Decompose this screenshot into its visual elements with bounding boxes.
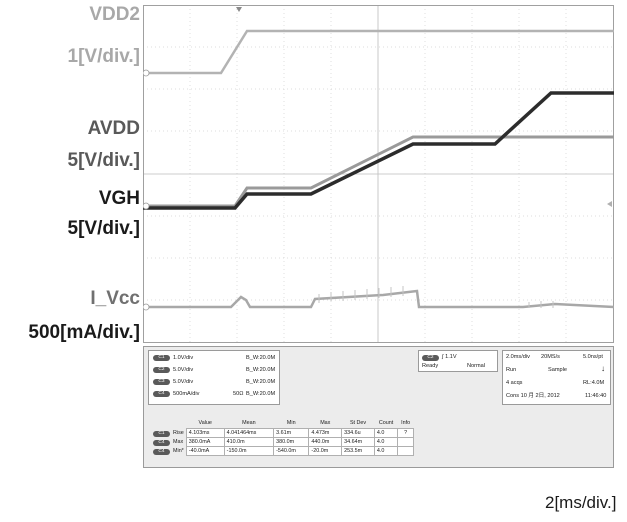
trigger-position-marker[interactable]: [236, 7, 242, 12]
record-length: RL:4.0M: [583, 380, 605, 386]
channel-settings-box: C1 1.0V/div B_W:20.0M C2 5.0V/div B_W:20…: [148, 350, 280, 405]
graticule-center: [143, 5, 614, 343]
channel-badge[interactable]: C4: [153, 390, 170, 397]
header-cell: Value: [198, 419, 212, 426]
meas-mean: 410.0m: [223, 437, 275, 447]
meas-source-badge: C4: [153, 449, 170, 455]
meas-max: 440.0m: [308, 437, 343, 447]
meas-max: -20.0m: [308, 446, 343, 456]
vgh-label: VGH: [98, 188, 140, 209]
ivcc-scale-label: 500[mA/div.]: [28, 322, 140, 343]
ivcc-noise: [318, 286, 554, 308]
meas-name: Rise: [173, 430, 184, 436]
meas-count: 4.0: [373, 446, 399, 456]
trigger-box[interactable]: C2 ∫ 1.1V Ready Normal: [418, 350, 498, 372]
meas-source-badge: C1: [153, 431, 170, 437]
channel-scale: 500mA/div: [173, 390, 200, 397]
vgh-trace: [143, 91, 614, 210]
channel-bandwidth: B_W:20.0M: [246, 354, 276, 361]
meas-count: 4.0: [373, 437, 399, 447]
header-cell: Count: [378, 419, 394, 426]
channel-scale: 5.0V/div: [173, 366, 194, 373]
avdd-trace: [143, 135, 614, 208]
ivcc-trace: [143, 289, 614, 309]
trigger-status: Ready: [422, 363, 439, 369]
header-cell: [151, 417, 186, 429]
meas-min: -540.0m: [273, 446, 310, 456]
channel-badge[interactable]: C3: [153, 378, 170, 385]
vdd2-label: VDD2: [89, 4, 140, 25]
time: 11:46:40: [585, 393, 607, 399]
meas-stdev: 34.64m: [341, 437, 375, 447]
meas-min: 3.61m: [273, 428, 310, 438]
table-row[interactable]: C4 Min* -40.0mA -150.0m -540.0m -20.0m 25…: [151, 446, 414, 456]
single-seq-icon: ↓: [601, 364, 605, 373]
meas-stdev: 334.6u: [341, 428, 375, 438]
channel-impedance: 50Ω: [233, 390, 244, 397]
rising-edge-icon: ∫: [442, 354, 444, 360]
measurement-table[interactable]: Value Mean Min Max St Dev Count Info C1 R…: [151, 417, 414, 461]
meas-name: Max: [173, 439, 184, 445]
meas-stdev: 253.5m: [341, 446, 375, 456]
meas-value: 380.0mA: [185, 437, 225, 447]
trigger-level-marker[interactable]: [607, 201, 612, 207]
channel-badge[interactable]: C1: [153, 354, 170, 361]
vgh-scale-label: 5[V/div.]: [67, 218, 141, 239]
header-cell: St Dev: [349, 419, 367, 426]
meas-min: 380.0m: [273, 437, 310, 447]
meas-mean: 4.041464ms: [223, 428, 275, 438]
meas-max: 4.473m: [308, 428, 343, 438]
channel-row-c3[interactable]: C3 5.0V/div B_W:20.0M: [153, 377, 275, 386]
run-label: Run: [506, 367, 517, 373]
meas-source-badge: C4: [153, 440, 170, 446]
header-cell: Min: [286, 419, 296, 426]
meas-count: 4.0: [373, 428, 399, 438]
channel-scale: 5.0V/div: [173, 378, 194, 385]
vdd2-scale-label: 1[V/div.]: [67, 46, 141, 67]
meas-info: [397, 446, 414, 456]
channel-row-c4[interactable]: C4 500mA/div 50Ω B_W:20.0M: [153, 389, 275, 398]
status-panel: C1 1.0V/div B_W:20.0M C2 5.0V/div B_W:20…: [143, 346, 614, 468]
meas-mean: -150.0m: [223, 446, 275, 456]
vdd2-trace: [143, 29, 614, 75]
points-per-div: 5.0ns/pt: [583, 354, 603, 360]
header-cell: Mean: [242, 419, 256, 426]
acquisition-box[interactable]: 2.0ms/div 20MS/s 5.0ns/pt Run Sample ↓ 4…: [502, 350, 611, 405]
table-row[interactable]: C4 Max 380.0mA 410.0m 380.0m 440.0m 34.64…: [151, 437, 414, 447]
avdd-label: AVDD: [87, 118, 140, 139]
table-row[interactable]: C1 Rise 4.103ms 4.041464ms 3.61m 4.473m 3…: [151, 428, 414, 438]
channel-bandwidth: B_W:20.0M: [246, 378, 276, 385]
meas-name: Min*: [173, 448, 184, 454]
ivcc-label: I_Vcc: [90, 288, 140, 309]
trigger-source-badge[interactable]: C2: [422, 355, 439, 361]
acq-mode: Sample: [548, 367, 567, 373]
timebase: 2.0ms/div: [506, 354, 530, 360]
ground-markers: [143, 69, 150, 311]
trigger-mode: Normal: [467, 363, 486, 369]
trigger-level: 1.1V: [445, 354, 457, 360]
sample-rate: 20MS/s: [541, 354, 560, 360]
channel-row-c2[interactable]: C2 5.0V/div B_W:20.0M: [153, 365, 275, 374]
channel-row-c1[interactable]: C1 1.0V/div B_W:20.0M: [153, 353, 275, 362]
timescale-label: 2[ms/div.]: [545, 493, 617, 512]
header-cell: Max: [320, 419, 331, 426]
channel-scale: 1.0V/div: [173, 354, 194, 361]
info-icon[interactable]: ?: [397, 428, 414, 438]
channel-bandwidth: B_W:20.0M: [246, 390, 276, 397]
channel-badge[interactable]: C2: [153, 366, 170, 373]
header-cell: Info: [401, 419, 411, 426]
avdd-scale-label: 5[V/div.]: [67, 150, 141, 171]
meas-value: 4.103ms: [185, 428, 225, 438]
measurement-header-row: Value Mean Min Max St Dev Count Info: [151, 417, 414, 429]
date: Cons 10 月 2日, 2012: [506, 393, 560, 399]
meas-info: [397, 437, 414, 447]
scope-screen[interactable]: [143, 5, 614, 343]
acq-count: 4 acqs: [506, 380, 523, 386]
meas-value: -40.0mA: [185, 446, 225, 456]
channel-bandwidth: B_W:20.0M: [246, 366, 276, 373]
